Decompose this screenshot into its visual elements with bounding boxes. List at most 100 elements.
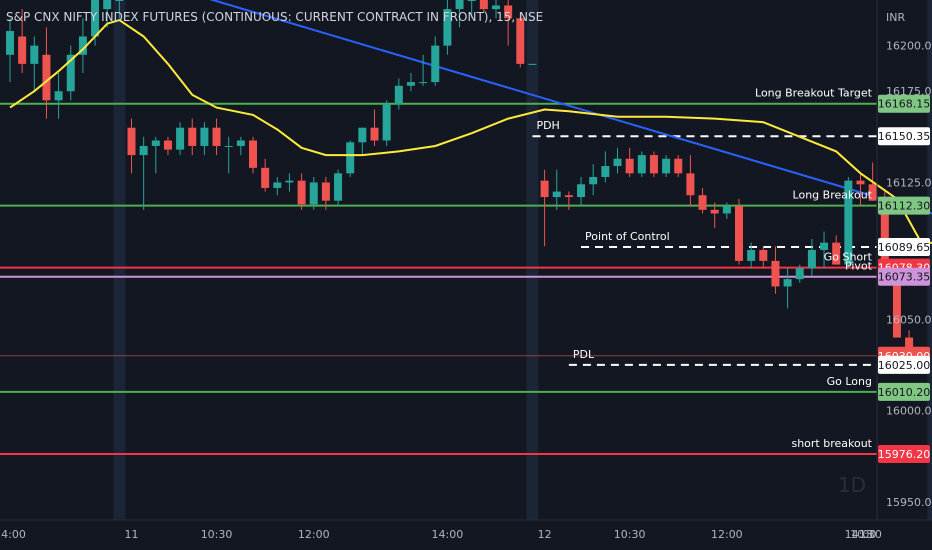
currency-label: INR <box>886 11 905 24</box>
candle-body <box>212 127 221 146</box>
candle-body <box>127 127 136 156</box>
price-badges: 16168.1516150.3516112.3016089.6516078.30… <box>878 94 931 463</box>
level-label: Go Long <box>827 375 872 388</box>
price-badge <box>878 127 930 146</box>
candle-body <box>905 337 914 356</box>
candle-body <box>710 209 719 214</box>
candle-body <box>722 206 731 214</box>
candle-body <box>820 242 829 250</box>
candle-body <box>176 127 185 150</box>
candle-body <box>455 0 464 10</box>
y-tick-label: 15950.00 <box>886 496 932 509</box>
candle-body <box>613 158 622 167</box>
candle-body <box>188 127 197 146</box>
price-badge-text: 16150.35 <box>878 130 931 143</box>
candle-body <box>698 195 707 210</box>
price-badge <box>878 355 930 374</box>
candle-body <box>42 54 51 101</box>
level-label: Pivot <box>845 260 873 273</box>
candle-body <box>66 54 75 92</box>
candle-body <box>394 85 403 104</box>
level-label: Long Breakout <box>793 189 873 202</box>
level-label: Point of Control <box>585 230 670 243</box>
candle-body <box>309 182 318 205</box>
chart-title: S&P CNX NIFTY INDEX FUTURES (CONTINUOUS:… <box>6 10 543 24</box>
candle-body <box>832 242 841 265</box>
price-badge-text: 16073.35 <box>878 271 931 284</box>
candle-body <box>321 182 330 201</box>
candle-body <box>358 127 367 143</box>
candle-body <box>807 249 816 269</box>
candle-body <box>662 158 671 174</box>
x-tick-label: 14:00 <box>432 528 464 541</box>
level-labels: Long Breakout Target PDH Long Breakout Poin… <box>536 87 872 450</box>
candle-body <box>139 145 148 156</box>
x-tick-label: 10:30 <box>201 528 233 541</box>
candle-body <box>6 31 14 55</box>
x-tick-label: 10:30 <box>850 528 882 541</box>
candle-body <box>419 82 428 84</box>
candle-body <box>467 0 476 1</box>
candle-body <box>285 180 294 183</box>
level-label: short breakout <box>791 437 872 450</box>
candle-body <box>686 173 695 196</box>
candle-body <box>346 142 355 174</box>
candle-body <box>382 104 391 141</box>
candle-body <box>747 249 756 261</box>
candle-body <box>637 155 646 174</box>
candle-body <box>334 173 343 201</box>
x-tick-label: 13 <box>859 528 873 541</box>
candle-body <box>163 140 172 150</box>
y-tick-label: 16000.00 <box>886 405 932 418</box>
candle-body <box>103 0 112 10</box>
price-badge-text: 16025.00 <box>878 359 931 372</box>
candle-body <box>273 182 282 188</box>
price-badge <box>878 444 930 463</box>
candle-body <box>649 155 658 174</box>
candle-body <box>577 184 586 198</box>
y-tick-label: 16050.00 <box>886 313 932 326</box>
x-tick-label: 14:00 <box>845 528 877 541</box>
candle-body <box>18 36 27 64</box>
price-badge-text: 15976.20 <box>878 448 931 461</box>
level-label: PDH <box>536 119 559 132</box>
session-break-band <box>526 0 539 520</box>
candle-body <box>224 145 233 147</box>
watermark-layer: 1D <box>838 473 866 497</box>
candle-body <box>261 167 270 188</box>
candle-body <box>370 127 379 141</box>
candle-body <box>297 180 306 205</box>
candle-body <box>431 45 440 83</box>
level-label: Go Short <box>824 251 873 264</box>
candle-body <box>443 9 452 46</box>
candles <box>6 0 914 365</box>
interval-watermark: 1D <box>838 473 866 497</box>
candle-body <box>735 206 743 261</box>
session-break-band <box>113 0 126 520</box>
candle-body <box>528 63 537 65</box>
candle-body <box>795 268 804 280</box>
candle-body <box>564 195 573 198</box>
price-axis[interactable]: INR 16200.0016175.0016125.0016050.001600… <box>886 11 932 509</box>
candle-body <box>504 5 513 19</box>
level-label: Long Breakout Target <box>755 87 873 100</box>
candle-body <box>516 18 525 64</box>
candle-body <box>759 249 768 261</box>
candle-body <box>844 180 853 265</box>
candle-body <box>406 82 415 86</box>
candle-body <box>492 5 500 10</box>
moving-average-layer <box>9 19 932 244</box>
candle-body <box>540 180 549 198</box>
x-tick-label: 12:00 <box>298 528 330 541</box>
level-label: PDL <box>573 348 595 361</box>
x-tick-label: 12:00 <box>711 528 743 541</box>
time-axis[interactable]: 14:001110:3012:0014:001210:3012:0014:001… <box>0 528 882 541</box>
price-badge-text: 16010.20 <box>878 386 931 399</box>
candle-body <box>625 158 634 174</box>
candle-body <box>783 279 792 287</box>
x-tick-label: 14:00 <box>0 528 26 541</box>
candle-body <box>552 191 561 198</box>
price-badge <box>878 382 930 401</box>
